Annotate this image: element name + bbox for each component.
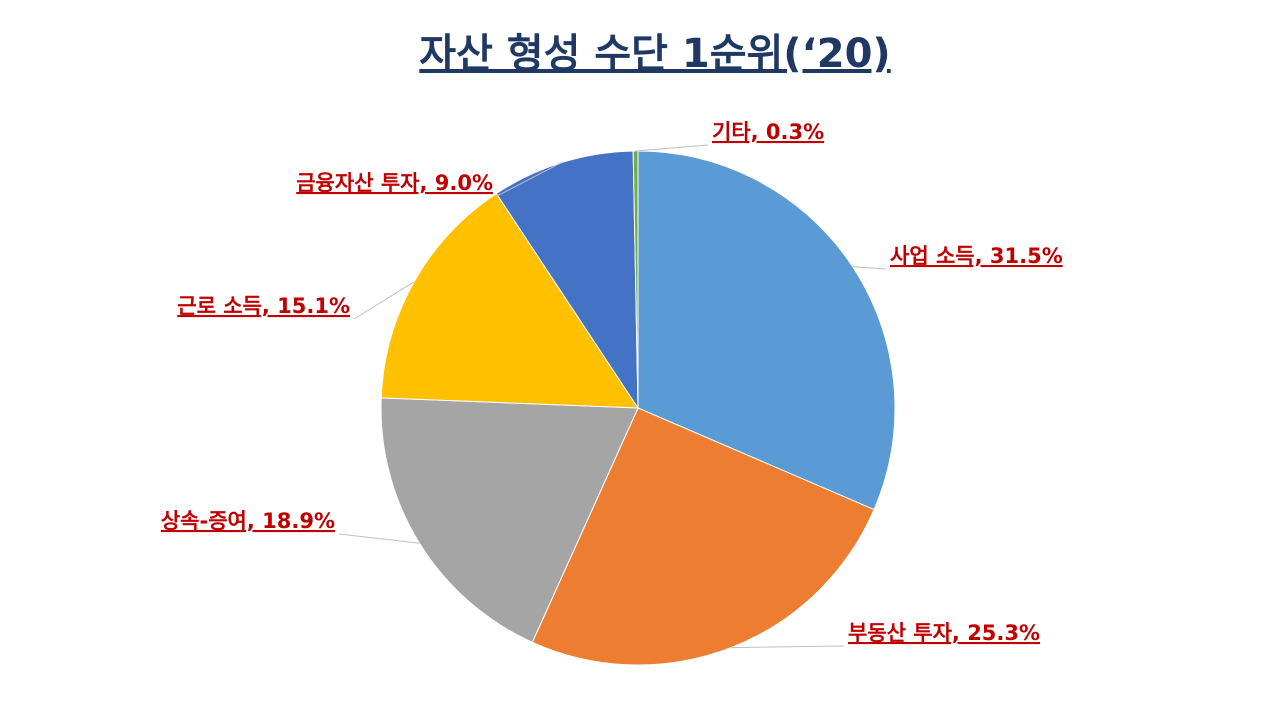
pie-slice (380, 192, 639, 409)
data-label: 금융자산 투자, 9.0% (296, 171, 493, 195)
data-label: 부동산 투자, 25.3% (848, 621, 1040, 645)
pie-slice (380, 397, 639, 643)
data-label: 사업 소득, 31.5% (890, 244, 1063, 268)
leader-line (852, 266, 887, 270)
data-label: 상속-증여, 18.9% (161, 509, 335, 533)
leader-line (635, 144, 709, 152)
data-label: 근로 소득, 15.1% (177, 294, 350, 318)
leader-line (338, 533, 420, 544)
leader-line (731, 645, 845, 649)
pie-slice (531, 407, 875, 666)
leader-line (496, 162, 562, 197)
leader-line (353, 281, 415, 320)
pie-slice (637, 150, 896, 511)
chart-title: 자산 형성 수단 1순위(‘20) (419, 31, 890, 77)
data-label: 기타, 0.3% (712, 120, 824, 144)
